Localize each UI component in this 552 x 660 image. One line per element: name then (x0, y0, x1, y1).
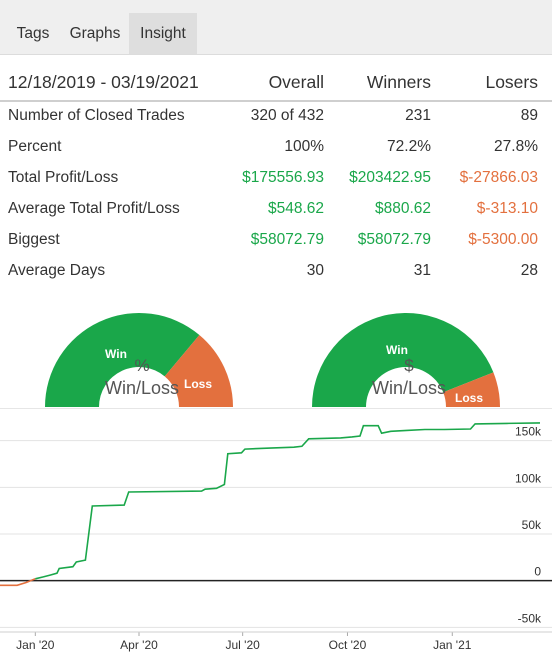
gauge-caption: Win/Loss (372, 378, 446, 398)
gauge-dollar-win-loss: Win Loss $ Win/Loss (312, 313, 500, 407)
tab-tags[interactable]: Tags (16, 25, 50, 42)
winners-value: $58072.79 (357, 231, 431, 248)
row-label: Total Profit/Loss (8, 169, 119, 186)
losers-value: $-27866.03 (459, 169, 538, 186)
y-tick-label: 0 (534, 565, 541, 579)
losers-value: $-313.10 (476, 200, 538, 217)
x-tick-label: Jan '20 (16, 638, 55, 652)
header-losers: Losers (485, 72, 538, 92)
gauge-loss-label: Loss (455, 391, 483, 405)
x-tick-label: Jan '21 (433, 638, 472, 652)
gauge-win-arc (45, 313, 200, 407)
overall-value: $58072.79 (250, 231, 324, 248)
x-tick-label: Apr '20 (120, 638, 158, 652)
row-label: Biggest (8, 231, 60, 248)
y-tick-label: 150k (515, 425, 542, 439)
x-tick-label: Jul '20 (226, 638, 261, 652)
stats-row-biggest: Biggest $58072.79 $58072.79 $-5300.00 (0, 225, 552, 256)
y-tick-label: 100k (515, 471, 542, 485)
row-label: Average Days (8, 262, 106, 279)
stats-row-total-pl: Total Profit/Loss $175556.93 $203422.95 … (0, 163, 552, 194)
pl-line-negative (0, 578, 36, 587)
x-tick-label: Oct '20 (329, 638, 367, 652)
tab-insight[interactable]: Insight (129, 13, 197, 54)
date-range: 12/18/2019 - 03/19/2021 (8, 72, 199, 92)
losers-value: $-5300.00 (468, 231, 538, 248)
row-label: Number of Closed Trades (8, 107, 185, 124)
overall-value: $175556.93 (242, 169, 324, 186)
winners-value: 231 (405, 107, 431, 124)
gauge-caption: Win/Loss (105, 378, 179, 398)
gauge-loss-label: Loss (184, 377, 212, 391)
gauge-win-label: Win (386, 343, 408, 357)
gauge-loss-arc (443, 372, 500, 407)
gauge-symbol: $ (404, 356, 414, 375)
row-label: Average Total Profit/Loss (8, 200, 180, 217)
losers-value: 89 (520, 107, 538, 124)
overall-value: 100% (284, 138, 324, 155)
gauge-win-arc (312, 313, 494, 407)
y-tick-label: -50k (518, 611, 542, 625)
overall-value: $548.62 (267, 200, 324, 217)
losers-value: 27.8% (494, 138, 538, 155)
stats-row-average-pl: Average Total Profit/Loss $548.62 $880.6… (0, 194, 552, 225)
winners-value: 31 (413, 262, 431, 279)
profit-loss-line-chart: 150k 100k 50k 0 -50k Jan '20 Apr '20 Jul '20 Oct… (0, 408, 552, 652)
y-tick-label: 50k (522, 518, 542, 532)
header-overall: Overall (268, 72, 324, 92)
stats-row-percent: Percent 100% 72.2% 27.8% (0, 132, 552, 163)
stats-header: 12/18/2019 - 03/19/2021 Overall Winners … (0, 66, 552, 102)
gauge-loss-arc (164, 334, 233, 407)
gauge-symbol: % (134, 356, 149, 375)
gauge-win-label: Win (105, 347, 127, 361)
row-label: Percent (8, 138, 62, 155)
stats-row-closed-trades: Number of Closed Trades 320 of 432 231 8… (0, 101, 552, 132)
losers-value: 28 (520, 262, 538, 279)
winners-value: $203422.95 (349, 169, 431, 186)
stats-row-average-days: Average Days 30 31 28 (0, 256, 552, 287)
gauge-percent-win-loss: Win Loss % Win/Loss (45, 313, 233, 407)
overall-value: 30 (306, 262, 324, 279)
header-winners: Winners (366, 72, 431, 92)
pl-line-positive (35, 422, 541, 580)
tab-graphs[interactable]: Graphs (69, 25, 121, 42)
winners-value: 72.2% (387, 138, 431, 155)
overall-value: 320 of 432 (250, 107, 324, 124)
tab-bar: Tags Graphs Insight (0, 0, 552, 55)
winners-value: $880.62 (374, 200, 431, 217)
